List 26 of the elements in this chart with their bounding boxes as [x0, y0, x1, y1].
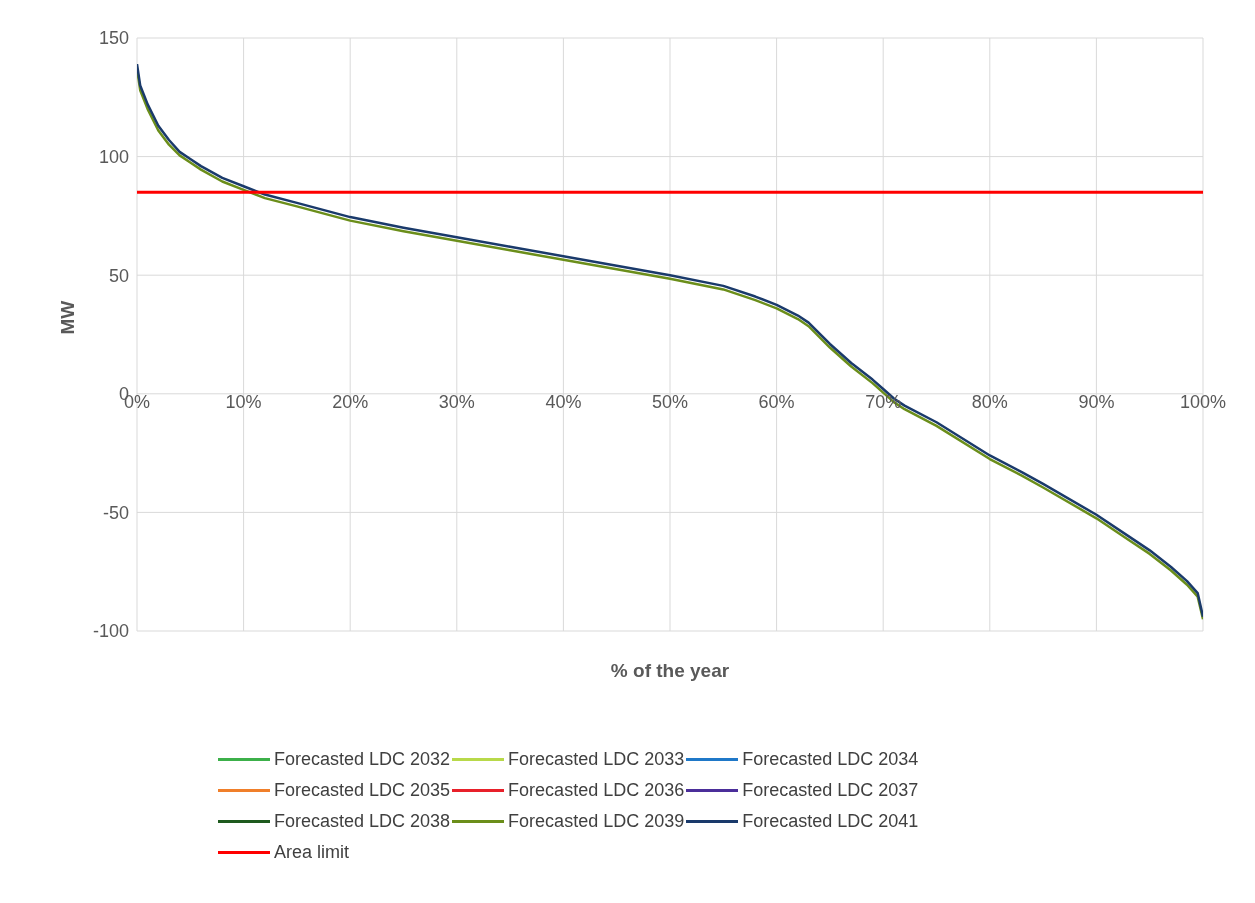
legend-label: Area limit [274, 842, 350, 863]
x-axis-title: % of the year [610, 660, 730, 681]
y-tick-label: -50 [102, 502, 129, 523]
legend-label: Forecasted LDC 2039 [508, 811, 685, 832]
x-tick-label: 80% [971, 392, 1008, 413]
x-tick-label: 30% [438, 392, 475, 413]
x-tick-label: 60% [758, 392, 795, 413]
y-tick-label: 50 [108, 265, 129, 286]
x-tick-label: 40% [545, 392, 582, 413]
x-tick-label: 100% [1179, 392, 1227, 413]
y-tick-label: 150 [98, 28, 129, 49]
x-tick-label: 90% [1078, 392, 1115, 413]
y-tick-label: -100 [92, 621, 129, 642]
legend-label: Forecasted LDC 2037 [742, 780, 919, 801]
x-tick-label: 10% [225, 392, 262, 413]
legend-label: Forecasted LDC 2041 [742, 811, 919, 832]
y-axis-title: MW [56, 300, 78, 335]
x-tick-label: 50% [651, 392, 689, 413]
legend-label: Forecasted LDC 2034 [742, 749, 919, 770]
y-tick-label: 100 [98, 146, 129, 167]
legend-label: Forecasted LDC 2035 [274, 780, 451, 801]
legend-label: Forecasted LDC 2032 [274, 749, 451, 770]
legend-label: Forecasted LDC 2033 [508, 749, 685, 770]
x-tick-label: 20% [332, 392, 369, 413]
legend-label: Forecasted LDC 2038 [274, 811, 451, 832]
legend-label: Forecasted LDC 2036 [508, 780, 685, 801]
